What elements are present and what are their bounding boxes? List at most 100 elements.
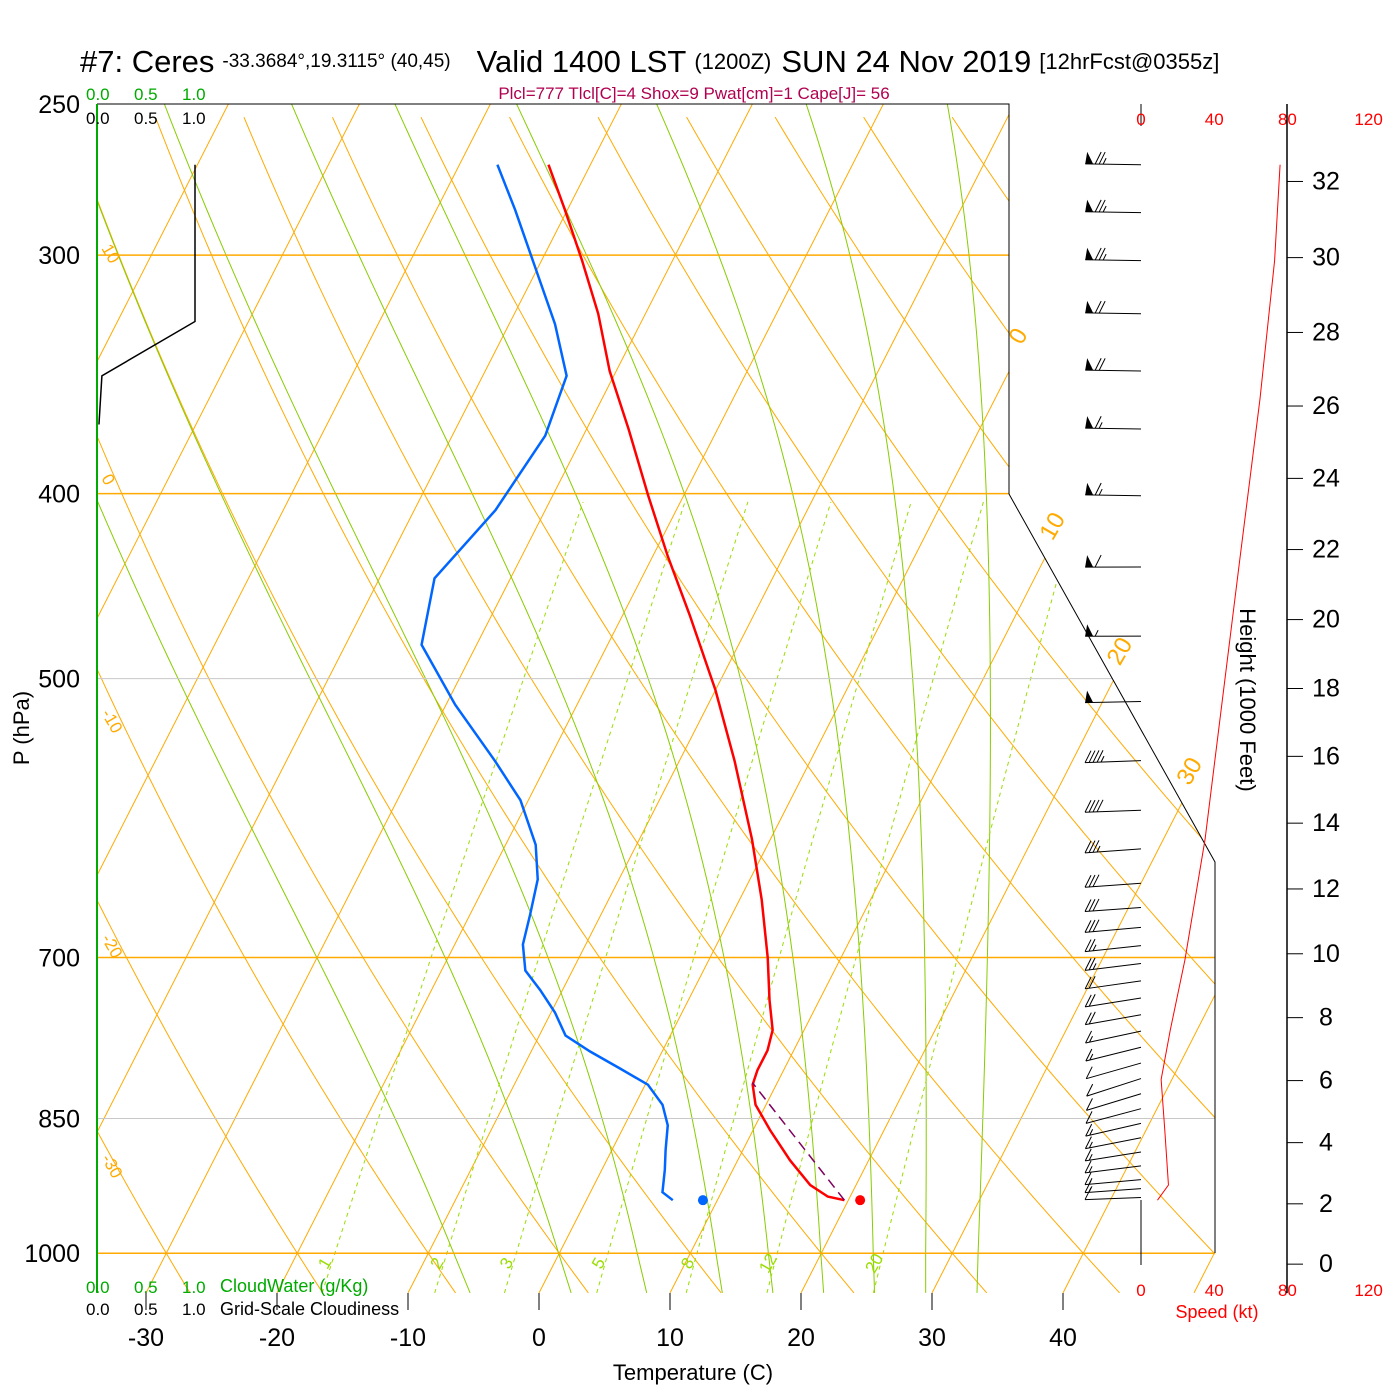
barb-full <box>1085 1098 1093 1111</box>
barb-shaft <box>1085 494 1142 497</box>
height-tick-label: 6 <box>1319 1067 1333 1095</box>
temperature-line <box>547 164 845 1202</box>
station-title: #7: Ceres <box>80 44 214 79</box>
surface-temperature-dot <box>855 1195 866 1206</box>
height-tick-label: 16 <box>1312 742 1340 770</box>
barb-full <box>1084 958 1092 971</box>
dry-adiabat-line <box>243 116 988 1293</box>
temperature-tick-label: 30 <box>918 1324 946 1352</box>
height-tick-label: 20 <box>1312 606 1340 634</box>
wind-barb <box>1084 1172 1142 1186</box>
height-tick-label: 30 <box>1312 244 1340 272</box>
barb-shaft <box>1085 1046 1142 1062</box>
pressure-tick-label: 300 <box>38 242 80 270</box>
dry-adiabat-line <box>1128 116 1215 1293</box>
isotherm-line <box>1062 104 1215 1293</box>
dewpoint-line <box>420 164 674 1202</box>
barb-full <box>1088 938 1096 952</box>
dry-adiabat-line <box>97 117 589 1293</box>
barb-full <box>1088 957 1096 971</box>
dry-adiabat-line <box>597 116 1215 1293</box>
speed-tick-top: 40 <box>1205 110 1224 129</box>
temperature-tick-label: -20 <box>259 1324 295 1352</box>
barb-shaft <box>1085 1165 1142 1174</box>
isotherm-line <box>97 104 622 1293</box>
barb-full <box>1084 840 1092 854</box>
barb-flag <box>1085 482 1094 495</box>
cloudiness-tick-bottom: 1.0 <box>182 1300 206 1319</box>
cloudwater-tick-top: 1.0 <box>182 85 206 104</box>
barb-full <box>1088 874 1096 888</box>
height-tick-label: 24 <box>1312 464 1340 492</box>
height-tick-label: 18 <box>1312 675 1340 703</box>
wind-barb <box>1085 416 1142 430</box>
barb-full <box>1094 554 1102 568</box>
barb-full <box>1084 1136 1092 1149</box>
barb-full <box>1094 482 1102 496</box>
isotherm-label: 0 <box>1004 324 1034 349</box>
wind-barb <box>1084 1148 1142 1162</box>
barb-full <box>1088 919 1096 933</box>
dry-adiabat-label: 10 <box>98 241 124 267</box>
wind-barb <box>1085 1122 1142 1137</box>
wind-barb <box>1084 919 1142 933</box>
barb-shaft <box>1085 1197 1142 1201</box>
barb-full <box>1084 750 1092 763</box>
mixing-ratio-label: 3 <box>496 1254 517 1272</box>
wind-barb <box>1084 874 1142 888</box>
barb-full <box>1084 994 1092 1008</box>
cloudiness-tick-top: 1.0 <box>182 109 206 128</box>
thermo-grid <box>97 104 1400 1293</box>
barb-full <box>1088 840 1096 853</box>
dry-adiabat-line <box>686 116 1215 1293</box>
cloudwater-tick-bottom: 0.0 <box>86 1278 110 1297</box>
barb-shaft <box>1085 962 1142 971</box>
dry-adiabat-line <box>774 116 1215 1293</box>
surface-dewpoint-dot <box>697 1195 708 1206</box>
barb-half <box>1096 845 1101 853</box>
wind-barb <box>1085 1030 1142 1044</box>
temperature-tick-label: 40 <box>1049 1324 1077 1352</box>
dry-adiabat-line <box>1040 116 1215 1293</box>
pressure-tick-label: 500 <box>38 666 80 694</box>
moist-adiabat-line <box>291 104 723 1293</box>
wind-barb <box>1085 1046 1142 1062</box>
pressure-tick-label: 400 <box>38 481 80 509</box>
wind-barb <box>1084 957 1142 971</box>
barb-shaft <box>1085 1108 1142 1124</box>
isotherm-label: 10 <box>1034 508 1071 545</box>
wind-barb <box>1084 1160 1142 1174</box>
height-tick-label: 4 <box>1319 1129 1333 1157</box>
barb-half <box>1088 1153 1093 1161</box>
barb-shaft <box>1085 259 1142 262</box>
barb-full <box>1085 1123 1093 1137</box>
dry-adiabat-line <box>1306 117 1400 1293</box>
barb-shaft <box>1085 312 1142 315</box>
mixing-ratio-label: 2 <box>426 1254 447 1272</box>
isotherm-label: 30 <box>1171 753 1208 790</box>
barb-flag <box>1085 416 1094 429</box>
barb-full <box>1085 1066 1093 1079</box>
moist-adiabat-line <box>805 104 927 1293</box>
pressure-tick-label: 850 <box>38 1106 80 1134</box>
barb-shaft <box>1085 1030 1142 1044</box>
height-tick-label: 32 <box>1312 167 1340 195</box>
barb-shaft <box>1085 809 1142 813</box>
dry-adiabat-line <box>863 116 1215 1293</box>
isotherm-line <box>1193 104 1215 1293</box>
wind-barb <box>1085 151 1142 166</box>
barb-shaft <box>1084 848 1142 854</box>
barb-full <box>1094 416 1102 429</box>
barb-half <box>1102 205 1107 213</box>
temperature-tick-label: 20 <box>787 1324 815 1352</box>
barb-full <box>1098 199 1106 213</box>
barb-full <box>1086 1083 1094 1097</box>
barb-full <box>1084 1187 1092 1200</box>
cloudwater-tick-bottom: 1.0 <box>182 1278 206 1297</box>
barb-shaft <box>1085 980 1142 990</box>
barb-shaft <box>1084 926 1142 933</box>
y-axis-title: P (hPa) <box>9 691 34 765</box>
barb-full <box>1084 1160 1092 1174</box>
barb-full <box>1092 919 1100 932</box>
